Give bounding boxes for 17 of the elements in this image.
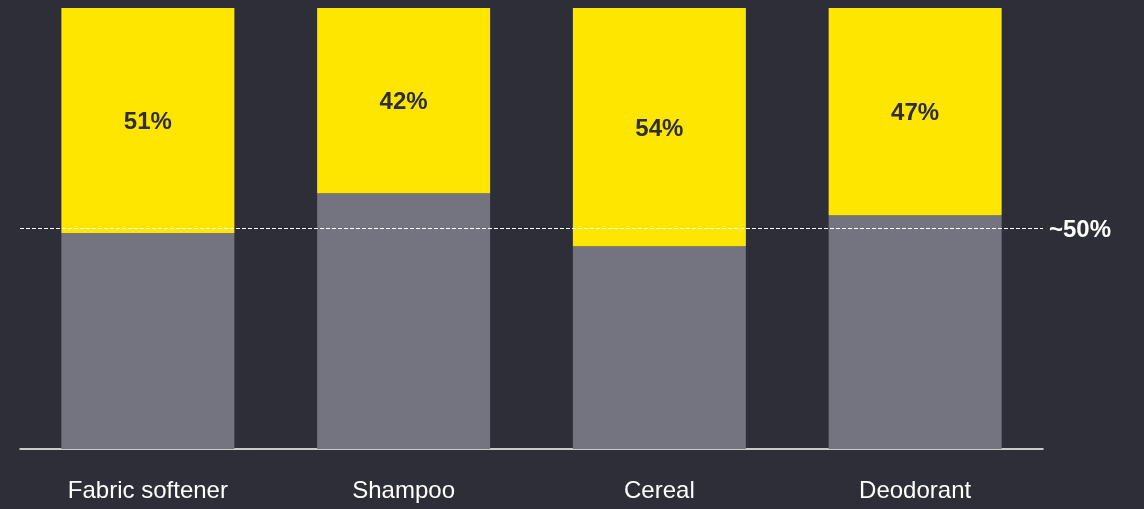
data-label: 54%: [635, 113, 684, 141]
x-tick-label: Fabric softener: [67, 475, 228, 503]
bar: [317, 8, 491, 194]
bar: [317, 193, 491, 449]
bar: [61, 8, 235, 233]
bar: [61, 232, 235, 449]
bar: [572, 8, 746, 247]
data-label: 47%: [891, 98, 940, 126]
data-label: 42%: [379, 87, 428, 115]
bar: [572, 246, 746, 449]
bar: [828, 8, 1002, 216]
x-tick-label: Deodorant: [859, 475, 972, 503]
x-tick-label: Cereal: [624, 475, 695, 503]
bar: [828, 215, 1002, 449]
x-tick-label: Shampoo: [352, 475, 455, 503]
data-label: 51%: [123, 106, 172, 134]
ref-line-label: ~50%: [1049, 215, 1112, 242]
